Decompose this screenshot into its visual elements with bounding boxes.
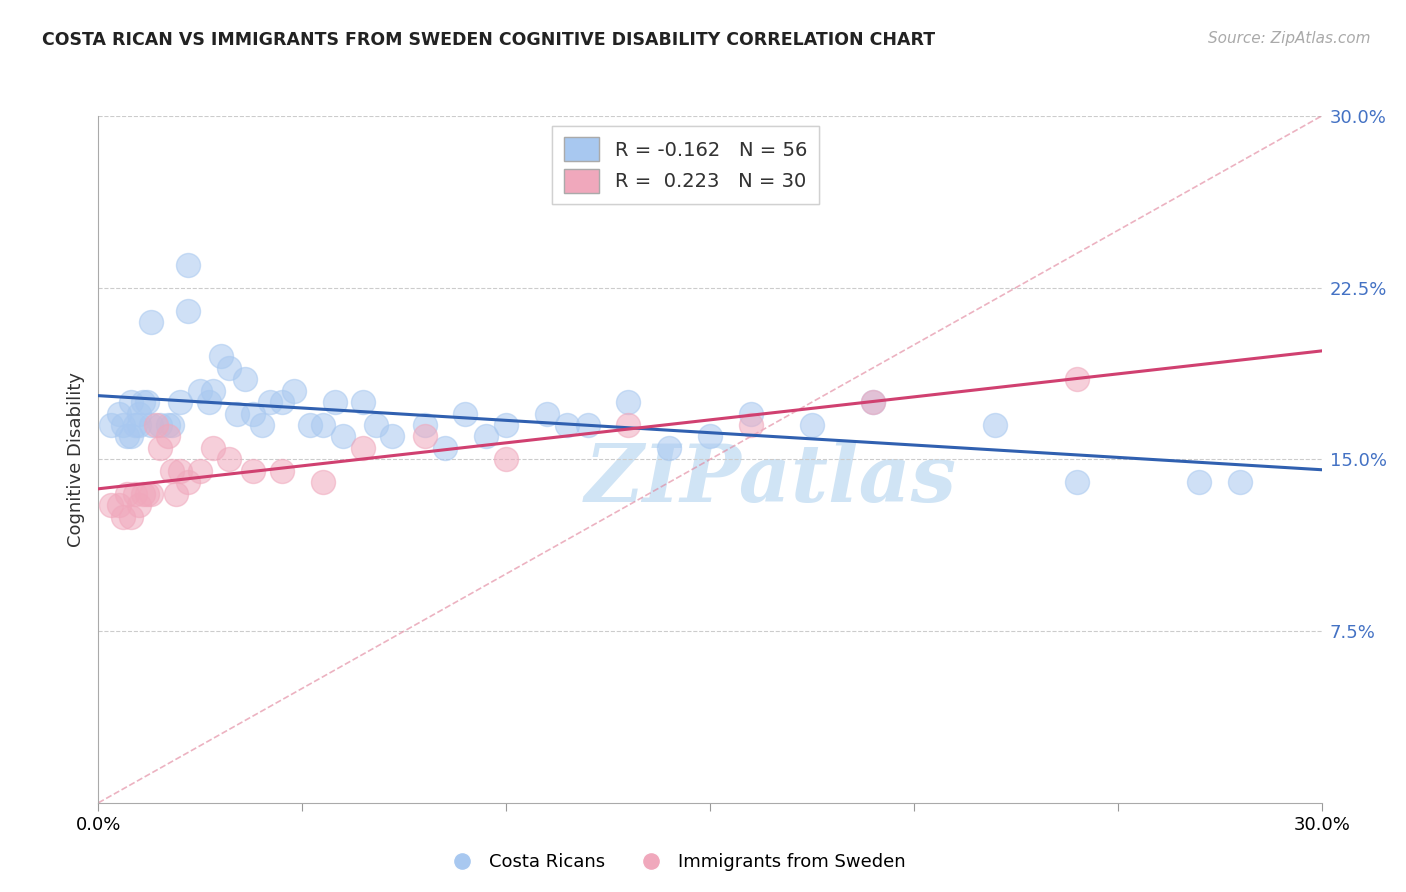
Point bbox=[495, 417, 517, 433]
Point bbox=[576, 417, 599, 433]
Point bbox=[136, 395, 159, 409]
Point bbox=[169, 395, 191, 409]
Point bbox=[454, 407, 477, 421]
Point bbox=[145, 417, 167, 433]
Legend: Costa Ricans, Immigrants from Sweden: Costa Ricans, Immigrants from Sweden bbox=[437, 847, 912, 879]
Text: ZIPatlas: ZIPatlas bbox=[585, 442, 957, 519]
Point bbox=[1229, 475, 1251, 490]
Point bbox=[283, 384, 305, 398]
Point bbox=[617, 417, 640, 433]
Point bbox=[124, 487, 146, 501]
Point bbox=[862, 395, 884, 409]
Point bbox=[197, 395, 219, 409]
Point bbox=[111, 509, 134, 524]
Point bbox=[658, 441, 681, 455]
Point bbox=[270, 464, 294, 478]
Point bbox=[120, 395, 142, 409]
Point bbox=[218, 452, 240, 467]
Legend: R = -0.162   N = 56, R =  0.223   N = 30: R = -0.162 N = 56, R = 0.223 N = 30 bbox=[553, 126, 818, 204]
Point bbox=[177, 258, 200, 272]
Point bbox=[120, 429, 142, 443]
Point bbox=[128, 498, 150, 512]
Point bbox=[165, 487, 187, 501]
Point bbox=[218, 360, 240, 375]
Point bbox=[111, 417, 134, 433]
Point bbox=[177, 303, 200, 318]
Point bbox=[188, 384, 212, 398]
Point bbox=[984, 417, 1007, 433]
Point bbox=[332, 429, 354, 443]
Point bbox=[169, 464, 191, 478]
Point bbox=[201, 441, 224, 455]
Point bbox=[160, 417, 183, 433]
Point bbox=[160, 464, 183, 478]
Point bbox=[132, 487, 155, 501]
Point bbox=[233, 372, 256, 386]
Point bbox=[617, 395, 640, 409]
Text: Source: ZipAtlas.com: Source: ZipAtlas.com bbox=[1208, 31, 1371, 46]
Point bbox=[312, 475, 335, 490]
Point bbox=[270, 395, 294, 409]
Point bbox=[124, 417, 146, 433]
Point bbox=[862, 395, 884, 409]
Point bbox=[1066, 372, 1088, 386]
Point bbox=[242, 407, 264, 421]
Point bbox=[177, 475, 200, 490]
Point bbox=[801, 417, 824, 433]
Point bbox=[209, 350, 232, 364]
Point bbox=[149, 417, 172, 433]
Point bbox=[128, 417, 150, 433]
Point bbox=[100, 417, 122, 433]
Point bbox=[323, 395, 346, 409]
Point bbox=[115, 487, 138, 501]
Point bbox=[413, 417, 436, 433]
Point bbox=[740, 407, 762, 421]
Point bbox=[100, 498, 122, 512]
Point bbox=[136, 487, 159, 501]
Y-axis label: Cognitive Disability: Cognitive Disability bbox=[66, 372, 84, 547]
Point bbox=[740, 417, 762, 433]
Point bbox=[156, 417, 179, 433]
Point bbox=[226, 407, 249, 421]
Point bbox=[132, 395, 155, 409]
Point bbox=[188, 464, 212, 478]
Text: COSTA RICAN VS IMMIGRANTS FROM SWEDEN COGNITIVE DISABILITY CORRELATION CHART: COSTA RICAN VS IMMIGRANTS FROM SWEDEN CO… bbox=[42, 31, 935, 49]
Point bbox=[259, 395, 281, 409]
Point bbox=[141, 417, 163, 433]
Point bbox=[141, 487, 163, 501]
Point bbox=[108, 407, 131, 421]
Point bbox=[115, 429, 138, 443]
Point bbox=[108, 498, 131, 512]
Point bbox=[381, 429, 404, 443]
Point bbox=[1188, 475, 1211, 490]
Point bbox=[352, 395, 374, 409]
Point bbox=[434, 441, 457, 455]
Point bbox=[536, 407, 558, 421]
Point bbox=[141, 315, 163, 329]
Point bbox=[242, 464, 264, 478]
Point bbox=[413, 429, 436, 443]
Point bbox=[699, 429, 721, 443]
Point bbox=[495, 452, 517, 467]
Point bbox=[128, 407, 150, 421]
Point bbox=[156, 429, 179, 443]
Point bbox=[352, 441, 374, 455]
Point bbox=[149, 441, 172, 455]
Point bbox=[312, 417, 335, 433]
Point bbox=[364, 417, 387, 433]
Point bbox=[201, 384, 224, 398]
Point bbox=[1066, 475, 1088, 490]
Point bbox=[250, 417, 273, 433]
Point bbox=[120, 509, 142, 524]
Point bbox=[474, 429, 498, 443]
Point bbox=[557, 417, 579, 433]
Point bbox=[299, 417, 322, 433]
